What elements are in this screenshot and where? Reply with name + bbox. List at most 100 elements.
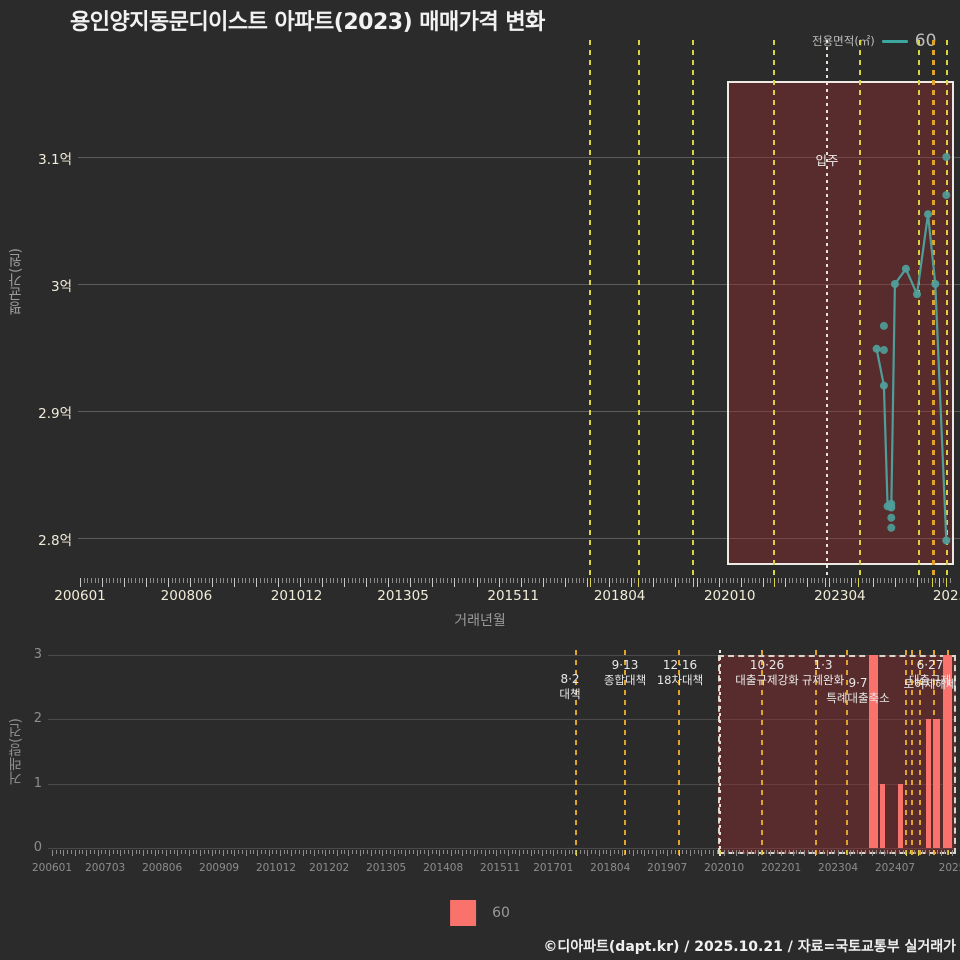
volume-x-tick-rail xyxy=(48,850,960,857)
legend-bar-swatch xyxy=(450,900,477,926)
policy-date: 6·27 xyxy=(916,658,944,672)
price-policy-vline xyxy=(918,40,920,578)
price-x-tick-label: 200601 xyxy=(54,588,106,604)
price-policy-vline xyxy=(589,40,591,578)
volume-y-tick-label: 1 xyxy=(33,776,42,791)
volume-gridline xyxy=(48,848,954,849)
volume-x-tick-label: 201907 xyxy=(647,862,688,874)
volume-policy-vline xyxy=(575,650,577,856)
policy-name: 규제완화 xyxy=(801,673,845,687)
price-y-tick-label: 3.1억 xyxy=(38,152,72,168)
price-x-tick-label: 200806 xyxy=(160,588,213,604)
volume-x-tick-label: 200703 xyxy=(85,862,126,874)
volume-policy-vline xyxy=(911,650,913,856)
price-x-tick-label: 201511 xyxy=(487,588,539,604)
volume-x-tick-label: 202304 xyxy=(818,862,859,874)
volume-x-tick-label: 201012 xyxy=(256,862,297,874)
volume-bar xyxy=(926,719,931,848)
policy-date: 8·2 xyxy=(560,672,580,686)
price-policy-vline xyxy=(638,40,640,578)
policy-name: 대출규제 xyxy=(908,673,952,687)
volume-x-tick-label: 200806 xyxy=(142,862,183,874)
policy-date: 10·26 xyxy=(749,658,785,672)
policy-annotation: 토허제해제 xyxy=(904,676,957,692)
policy-name: 종합대책 xyxy=(603,673,647,687)
price-policy-vline xyxy=(859,40,861,578)
volume-x-tick-label: 201305 xyxy=(366,862,407,874)
legend-line-swatch xyxy=(881,39,908,43)
volume-gridline xyxy=(48,784,954,785)
volume-gridline xyxy=(48,655,954,656)
price-policy-vline xyxy=(773,40,775,578)
policy-annotation: 6·27 대출규제 xyxy=(909,658,951,688)
volume-bar xyxy=(898,783,903,848)
page-title: 용인양지동문디이스트 아파트(2023) 매매가격 변화 xyxy=(70,10,545,35)
volume-x-tick-label: 201701 xyxy=(533,862,574,874)
volume-x-tick-label: 202201 xyxy=(761,862,802,874)
price-policy-vline xyxy=(932,40,935,578)
price-gridline xyxy=(78,411,960,412)
policy-name: 18차대책 xyxy=(656,673,704,687)
price-gridline xyxy=(78,538,960,539)
volume-y-tick-label: 2 xyxy=(33,711,42,726)
policy-date: 12·16 xyxy=(662,658,698,672)
price-x-tick-label: 201012 xyxy=(270,588,323,604)
footer-credit: ©디아파트(dapt.kr) / 2025.10.21 / 자료=국토교통부 실… xyxy=(543,939,956,955)
price-gridline xyxy=(78,284,960,285)
policy-name: 대출규제강화 xyxy=(735,673,799,687)
volume-x-tick-label: 201408 xyxy=(423,862,464,874)
volume-policy-vline xyxy=(624,650,626,856)
volume-policy-vline xyxy=(678,650,680,856)
policy-annotation: 8·2 대책 xyxy=(559,672,580,702)
volume-policy-vline xyxy=(761,650,763,856)
price-y-tick-label: 2.9억 xyxy=(38,406,72,422)
price-gridline xyxy=(78,157,960,158)
legend-bottom-value: 60 xyxy=(492,905,510,921)
price-policy-vline xyxy=(826,40,828,578)
volume-bar xyxy=(869,655,878,848)
policy-date: 1·3 xyxy=(813,658,833,672)
volume-x-tick-label: 201202 xyxy=(309,862,350,874)
policy-annotation: 9·7 특례대출축소 xyxy=(826,676,889,706)
legend-top-value: 60 xyxy=(914,31,937,51)
price-highlight-region xyxy=(727,81,954,565)
policy-annotation: 1·3 규제완화 xyxy=(802,658,844,688)
price-x-tick-label: 202304 xyxy=(814,588,866,604)
volume-policy-vline xyxy=(905,650,907,856)
policy-annotation: 10·26 대출규제강화 xyxy=(735,658,798,688)
volume-x-tick-label: 201804 xyxy=(590,862,631,874)
volume-y-tick-label: 0 xyxy=(33,840,42,855)
volume-x-tick-label: 202407 xyxy=(874,862,916,874)
volume-bar xyxy=(880,783,885,848)
policy-name: 대책 xyxy=(559,687,581,701)
move-in-annotation: 입주 xyxy=(815,153,839,168)
price-policy-vline xyxy=(692,40,694,578)
policy-annotation: 9·13 종합대책 xyxy=(604,658,646,688)
price-y-tick-label: 2.8억 xyxy=(38,533,72,549)
policy-date: 9·13 xyxy=(611,658,639,672)
policy-name: 특례대출축소 xyxy=(826,691,890,705)
price-y-tick-label: 3억 xyxy=(50,279,72,295)
volume-x-tick-label: 2025 xyxy=(938,862,960,874)
volume-x-tick-label: 200909 xyxy=(199,862,240,874)
price-x-axis-title: 거래년월 xyxy=(454,613,506,629)
price-x-tick-rail xyxy=(78,578,960,587)
volume-policy-vline xyxy=(919,650,921,856)
volume-y-tick-label: 3 xyxy=(33,647,42,662)
volume-x-tick-label: 201511 xyxy=(480,862,521,874)
volume-policy-vline xyxy=(719,650,721,856)
volume-bar xyxy=(943,655,952,848)
policy-date: 9·7 xyxy=(848,676,868,690)
volume-gridline xyxy=(48,719,954,720)
price-x-tick-label: 202010 xyxy=(703,588,756,604)
price-x-tick-label: 2025 xyxy=(932,588,960,604)
price-x-tick-label: 201305 xyxy=(377,588,429,604)
policy-name: 토허제해제 xyxy=(903,677,957,691)
policy-annotation: 12·16 18차대책 xyxy=(657,658,703,688)
volume-highlight-region xyxy=(718,655,956,854)
volume-bar xyxy=(933,719,940,848)
price-x-tick-label: 201804 xyxy=(593,588,646,604)
volume-x-tick-label: 200601 xyxy=(31,862,73,874)
legend-bottom: 60 xyxy=(450,900,510,926)
